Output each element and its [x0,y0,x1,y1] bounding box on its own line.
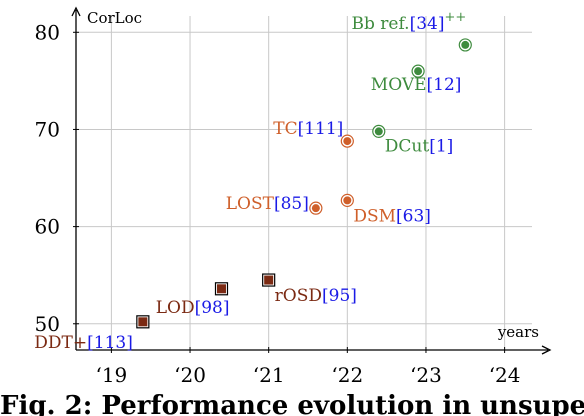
circle-marker [343,196,352,205]
y-tick-label: 60 [35,215,60,239]
circle-marker [343,137,352,146]
point-label-ref: [111] [298,119,344,139]
y-axis-arrow [71,6,81,17]
x-tick-label: ‘24 [489,363,521,387]
data-point-dcut [372,124,386,138]
y-tick-label: 80 [35,20,60,44]
point-label: rOSD[95] [275,286,357,306]
circle-marker [311,204,320,213]
point-label: TC[111] [273,119,343,139]
point-label-name: LOST [226,194,275,214]
square-marker [216,284,226,294]
point-label: DDT+[113] [34,333,133,353]
tick-labels: CorLoc years ‘19 ‘20 ‘21 ‘22 ‘23 ‘24 50 60 70 80 [35,9,539,387]
point-label-ref: [113] [87,333,133,353]
point-label-ref: [12] [427,75,462,95]
x-tick-label: ‘20 [174,363,206,387]
data-point-dsm [340,193,354,207]
point-label-ref: [95] [322,286,357,306]
circle-marker [374,127,383,136]
x-axis-label: years [497,323,539,341]
axes [71,6,552,355]
point-label: DCut[1] [385,136,454,156]
chart-canvas: CorLoc years ‘19 ‘20 ‘21 ‘22 ‘23 ‘24 50 60 70 80 DD… [34,6,552,387]
grid-lines [76,16,532,350]
point-label-name: DSM [353,206,396,226]
point-label-name: LOD [156,298,195,318]
point-label: LOST[85] [226,194,309,214]
data-point-bb-ref [458,38,472,52]
square-marker [264,275,274,285]
point-label: LOD[98] [156,298,230,318]
figure-caption: Fig. 2: Performance evolution in unsuper… [0,393,584,416]
point-label-superscript: ++ [444,10,466,25]
point-labels: DDT+[113] LOD[98] rOSD[95] LOST[85] DSM[63] T… [34,10,466,353]
point-label: MOVE[12] [371,75,462,95]
x-tick-label: ‘22 [331,363,363,387]
point-label-name: rOSD [275,286,322,306]
point-label: DSM[63] [353,206,431,226]
y-tick-label: 70 [35,117,60,141]
point-label-ref: [1] [429,136,453,156]
point-label: Bb ref.[34]++ [352,10,467,34]
y-axis-label: CorLoc [87,9,142,27]
data-point-lod [214,282,229,296]
data-point-tc [340,134,354,148]
point-label-ref: [85] [274,194,309,214]
data-point-lost [309,201,323,215]
data-point-ddt [136,315,150,329]
point-label-name: Bb ref. [352,14,410,34]
point-label-ref: [63] [396,206,431,226]
x-tick-label: ‘19 [95,363,127,387]
square-marker [138,317,148,327]
circle-marker [414,67,423,76]
point-label-name: DCut [385,136,430,156]
point-label-name: MOVE [371,75,427,95]
point-label-ref: [34] [410,14,445,34]
data-point-move [411,64,425,78]
point-label-name: TC [273,119,297,139]
x-axis-arrow [541,345,552,355]
point-label-name: DDT+ [34,333,87,353]
point-label-ref: [98] [195,298,230,318]
x-tick-label: ‘23 [410,363,442,387]
data-points [136,38,472,329]
x-tick-label: ‘21 [253,363,285,387]
circle-marker [461,40,470,49]
y-tick-label: 50 [35,312,60,336]
data-point-rosd [262,273,276,287]
